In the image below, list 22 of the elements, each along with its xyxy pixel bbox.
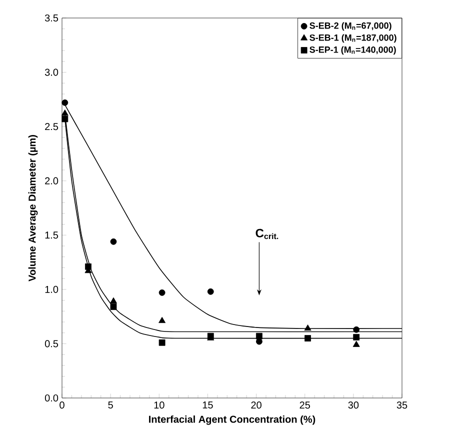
y-tick-label: 0.5: [44, 340, 58, 348]
x-tick-label: 25: [300, 402, 310, 409]
x-tick-label: 20: [251, 402, 262, 409]
y-tick-label: 1.5: [45, 232, 58, 239]
y-tick-label: 3.5: [44, 14, 58, 22]
y-tick-label: 0.0: [44, 394, 58, 402]
y-axis-title: Volume Average Diameter (µm): [28, 135, 38, 282]
legend-label: S-EP-1 (M$_{n}$=140,000): [310, 46, 396, 55]
x-tick-label: 30: [348, 402, 359, 409]
x-tick-label: 15: [202, 402, 213, 408]
x-tick-label: 35: [396, 402, 408, 409]
x-tick-label: 5: [108, 402, 113, 408]
y-tick-label: 2.0: [45, 177, 58, 184]
annotation: C$_{crit.}$: [256, 228, 278, 240]
y-tick-label: 3.0: [44, 68, 58, 76]
legend-label: S-EB-2 (M$_{n}$=67,000): [310, 22, 392, 31]
x-tick-label: 10: [154, 402, 164, 409]
y-tick-label: 2.5: [45, 123, 58, 130]
y-tick-label: 1.0: [45, 286, 58, 293]
legend-label: S-EB-1 (M$_{n}$=187,000): [310, 34, 396, 43]
x-tick-label: 0: [60, 402, 64, 409]
x-axis-title: Interfacial Agent Concentration (%): [149, 415, 316, 425]
